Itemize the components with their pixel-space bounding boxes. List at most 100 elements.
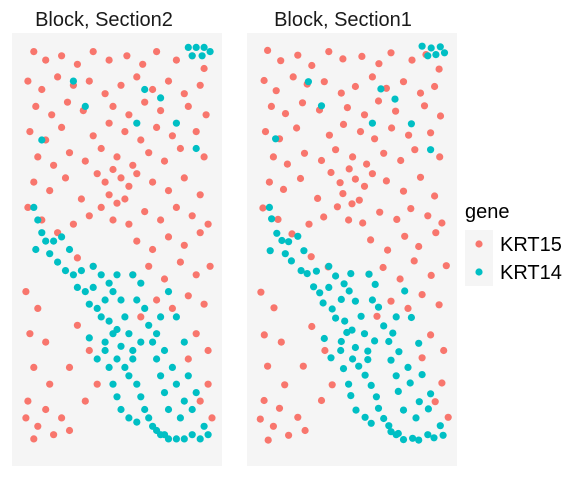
- point-krt15-p1-123: [73, 321, 81, 329]
- point-krt15-p1-28: [109, 102, 117, 110]
- point-krt14-p1-25: [69, 271, 77, 279]
- point-krt14-p2-92: [401, 287, 409, 295]
- point-krt14-p2-18: [266, 247, 274, 255]
- points-layer-2: [256, 42, 452, 444]
- point-krt14-p2-8: [391, 95, 399, 103]
- point-krt15-p1-30: [141, 98, 149, 106]
- point-krt15-p1-8: [153, 48, 161, 56]
- point-krt14-p1-34: [105, 317, 113, 325]
- point-krt15-p1-64: [133, 170, 141, 178]
- point-krt15-p2-46: [300, 149, 309, 157]
- point-krt14-p2-24: [297, 267, 305, 275]
- point-krt14-p1-51: [164, 435, 173, 443]
- point-krt14-p1-39: [113, 355, 121, 363]
- point-krt14-p2-85: [406, 379, 414, 387]
- point-krt14-p2-41: [364, 356, 372, 364]
- point-krt14-p1-99: [176, 414, 184, 422]
- point-krt14-p2-42: [361, 371, 369, 379]
- point-krt15-p2-6: [358, 52, 366, 61]
- point-krt14-p1-58: [105, 363, 113, 371]
- point-krt15-p2-13: [272, 87, 280, 95]
- point-krt15-p1-47: [81, 157, 89, 165]
- point-krt14-p1-92: [164, 288, 173, 296]
- point-krt15-p1-76: [141, 208, 149, 216]
- point-krt15-p2-51: [380, 149, 388, 157]
- point-krt15-p2-93: [379, 263, 387, 272]
- point-krt14-p2-5: [432, 51, 440, 59]
- point-krt15-p2-31: [392, 107, 400, 115]
- point-krt15-p2-8: [387, 49, 395, 57]
- point-krt14-p1-60: [113, 393, 121, 401]
- point-krt14-p2-89: [325, 262, 333, 270]
- point-krt14-p1-63: [133, 418, 141, 426]
- point-krt15-p1-26: [63, 98, 72, 106]
- point-krt14-p2-26: [312, 267, 320, 275]
- point-krt15-p2-102: [373, 312, 381, 320]
- point-krt15-p1-110: [30, 363, 38, 371]
- point-krt15-p1-84: [69, 220, 77, 228]
- point-krt15-p2-37: [325, 131, 333, 139]
- point-krt15-p1-62: [97, 203, 105, 211]
- point-krt15-p2-62: [333, 203, 341, 211]
- point-krt14-p1-83: [160, 346, 169, 355]
- point-krt14-p1-97: [188, 405, 196, 414]
- point-krt14-p1-40: [121, 363, 129, 371]
- point-krt14-p1-20: [54, 258, 62, 266]
- point-krt15-p2-43: [427, 129, 435, 137]
- point-krt14-p1-55: [196, 435, 204, 443]
- point-krt15-p1-13: [38, 85, 46, 94]
- point-krt15-p2-49: [349, 153, 357, 161]
- legend-label-krt15: KRT15: [500, 234, 562, 256]
- point-krt14-p2-61: [352, 406, 360, 414]
- point-krt14-p2-20: [287, 257, 295, 265]
- point-krt14-p2-43: [367, 381, 375, 389]
- point-krt14-p2-30: [319, 299, 327, 307]
- point-krt14-p2-44: [372, 393, 380, 401]
- point-krt14-p2-98: [427, 390, 435, 398]
- point-krt15-p1-125: [65, 363, 74, 371]
- point-krt14-p2-64: [337, 346, 345, 355]
- point-krt15-p1-20: [149, 85, 157, 94]
- point-krt14-p2-36: [348, 326, 356, 334]
- legend-label-krt14: KRT14: [500, 262, 562, 284]
- point-krt14-p1-19: [46, 250, 54, 258]
- point-krt15-p2-66: [399, 187, 408, 195]
- point-krt14-p2-54: [424, 431, 432, 439]
- point-krt15-p1-102: [137, 313, 145, 321]
- facet-title-1: Block, Section2: [35, 9, 173, 31]
- point-krt14-p2-96: [415, 398, 423, 406]
- point-krt15-p2-77: [393, 215, 401, 223]
- legend: gene KRT15 KRT14: [465, 201, 562, 286]
- point-krt14-p1-6: [69, 77, 77, 85]
- point-krt15-p1-111: [46, 380, 54, 388]
- point-krt14-p2-3: [440, 49, 449, 57]
- point-krt14-p2-65: [327, 354, 335, 362]
- point-krt15-p2-80: [438, 219, 446, 227]
- point-krt15-p1-55: [93, 170, 101, 178]
- point-krt15-p1-18: [117, 81, 125, 89]
- point-krt15-p2-19: [368, 73, 376, 81]
- point-krt14-p1-33: [97, 313, 105, 321]
- point-krt15-p2-113: [256, 415, 264, 423]
- point-krt14-p2-29: [325, 283, 333, 291]
- point-krt15-p1-44: [34, 153, 42, 161]
- point-krt14-p1-82: [153, 330, 161, 338]
- point-krt15-p2-83: [288, 230, 296, 238]
- point-krt14-p2-51: [399, 436, 408, 444]
- point-krt15-p1-106: [22, 288, 30, 296]
- point-krt15-p1-88: [180, 241, 188, 249]
- point-krt14-p1-69: [133, 296, 141, 304]
- point-krt14-p1-15: [34, 216, 42, 224]
- point-krt15-p2-71: [296, 174, 305, 183]
- point-krt15-p2-36: [293, 124, 301, 132]
- point-krt14-p1-89: [89, 262, 97, 270]
- point-krt15-p1-73: [85, 212, 93, 220]
- point-krt14-p2-23: [300, 247, 308, 255]
- point-krt14-p2-62: [361, 413, 369, 421]
- point-krt14-p2-83: [395, 348, 403, 356]
- point-krt14-p1-23: [65, 245, 74, 254]
- point-krt14-p2-56: [439, 431, 447, 439]
- point-krt14-p1-32: [101, 296, 109, 304]
- point-krt15-p2-127: [317, 396, 326, 405]
- point-krt15-p1-97: [206, 262, 214, 270]
